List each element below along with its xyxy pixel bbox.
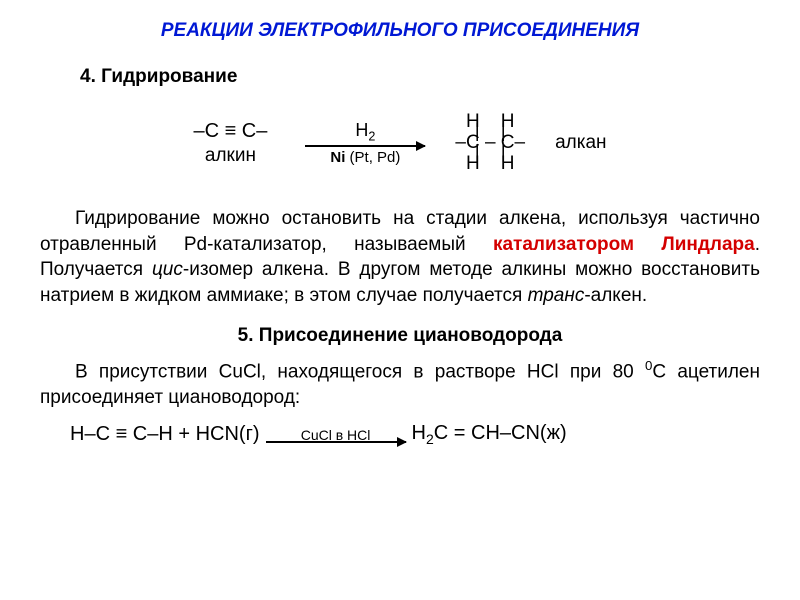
lindlar-term: катализатором Линдлара: [493, 234, 755, 255]
hcn-reaction: H–C ≡ C–H + HCN(г) CuCl в HCl H2C = CH–C…: [70, 422, 760, 447]
product-block: H H | | –C – C– | | H H: [455, 117, 525, 169]
hydrogenation-description: Гидрирование можно остановить на стадии …: [40, 206, 760, 309]
reaction-arrow-icon: [305, 145, 425, 147]
section-5-heading: 5. Присоединение циановодорода: [40, 325, 760, 347]
alkane-label: алкан: [555, 132, 606, 154]
hcn-description: В присутствии CuCl, находящегося в раств…: [40, 357, 760, 411]
section-4-heading: 4. Гидрирование: [80, 66, 760, 88]
page-title: РЕАКЦИИ ЭЛЕКТРОФИЛЬНОГО ПРИСОЕДИНЕНИЯ: [40, 20, 760, 42]
arrow-catalyst: Ni (Pt, Pd): [330, 149, 400, 166]
alkane-structure: H H | | –C – C– | | H H: [455, 117, 525, 169]
hcn-reactants: H–C ≡ C–H + HCN(г): [70, 423, 260, 446]
alkyne-formula: –C ≡ C–: [193, 120, 267, 143]
arrow-reagent: H2: [355, 120, 375, 144]
alkyne-label: алкин: [205, 145, 256, 167]
hcn-product: H2C = CH–CN(ж): [412, 422, 567, 447]
hydrogenation-reaction: –C ≡ C– алкин H2 Ni (Pt, Pd) H H | | –C …: [40, 98, 760, 188]
reactant-block: –C ≡ C– алкин: [193, 120, 267, 167]
hcn-arrow-icon: [266, 441, 406, 443]
hcn-arrow-block: CuCl в HCl: [266, 427, 406, 443]
reaction-arrow-block: H2 Ni (Pt, Pd): [305, 120, 425, 167]
